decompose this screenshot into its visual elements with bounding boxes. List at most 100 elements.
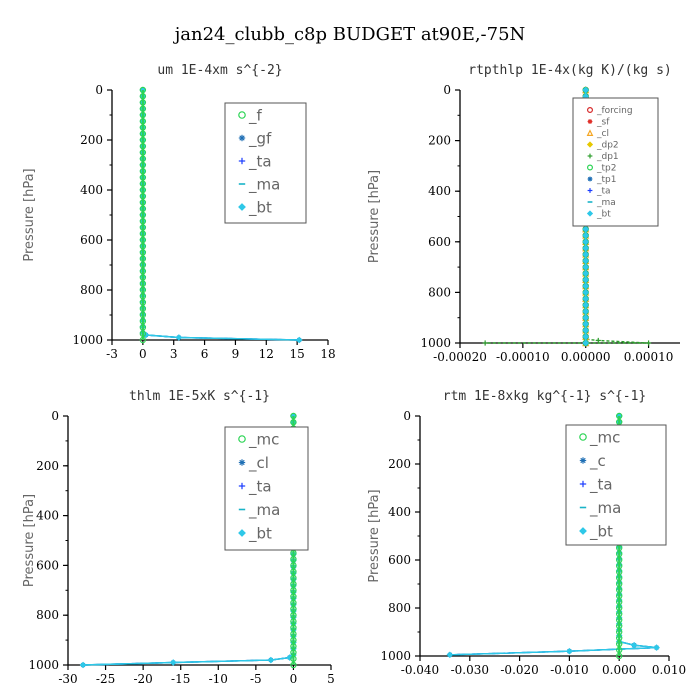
data-point (139, 193, 147, 200)
y-tick-label: 0 (443, 83, 451, 97)
y-tick-label: 600 (428, 235, 451, 249)
data-point (616, 598, 623, 606)
legend-swatch (586, 141, 594, 148)
data-point (139, 324, 147, 331)
legend-item: _ma (238, 501, 280, 520)
legend-item: _ta (238, 152, 272, 171)
legend: _f _gf _ta _ma _bt (224, 102, 307, 224)
data-point (139, 86, 147, 94)
legend-box (572, 97, 659, 227)
y-tick-label: 600 (388, 553, 411, 567)
data-point (139, 186, 147, 194)
data-point (616, 604, 623, 612)
data-point (139, 161, 147, 169)
legend-label: _ma (589, 499, 621, 518)
x-tick-label: -25 (96, 672, 115, 686)
data-point (616, 574, 623, 582)
legend-label: _dp2 (596, 141, 619, 151)
chart-panel-4: rtm 1E-8xkg kg^{-1} s^{-1} Pressure [hPa]… (367, 389, 686, 677)
data-point (139, 293, 147, 300)
legend: _mc _cl _ta _ma _bt (224, 426, 309, 551)
legend-swatch (586, 129, 594, 136)
x-tick-label: 6 (201, 347, 209, 361)
data-point (290, 612, 297, 619)
data-point (175, 334, 183, 341)
data-point (139, 236, 147, 244)
y-tick-label: 400 (36, 509, 59, 523)
panel-title: rtpthlp 1E-4x(kg K)/(kg s) (468, 63, 672, 78)
data-point (139, 93, 147, 100)
data-point (616, 562, 623, 570)
legend-swatch (238, 203, 246, 211)
x-tick-label: 0.00010 (624, 350, 674, 364)
legend-item: _ma (579, 499, 621, 518)
data-point (139, 155, 147, 162)
data-point (139, 218, 147, 225)
data-point (290, 574, 297, 582)
data-point (595, 337, 601, 344)
legend-item: _ta (579, 475, 613, 494)
data-point (582, 333, 590, 340)
legend-item: _forcing (586, 106, 633, 116)
legend-swatch (238, 482, 246, 490)
data-point (582, 244, 590, 252)
data-point (582, 301, 590, 309)
legend-label: _mc (589, 428, 620, 447)
data-point (139, 211, 147, 219)
data-point (290, 599, 297, 606)
legend-swatch (586, 164, 593, 171)
legend-swatch (579, 480, 587, 488)
data-point (630, 641, 638, 649)
data-point (616, 634, 623, 642)
x-tick-label: -20 (133, 672, 152, 686)
data-point (582, 320, 590, 328)
y-axis-label: Pressure [hPa] (22, 168, 37, 261)
data-point (290, 618, 297, 625)
legend-label: _ma (596, 198, 616, 208)
legend-label: _sf (596, 118, 610, 128)
data-point (290, 587, 297, 594)
data-point (139, 149, 147, 156)
data-point (169, 659, 177, 666)
data-point (653, 644, 660, 651)
data-point (139, 205, 147, 212)
legend-label: _mc (248, 430, 279, 449)
data-point (290, 630, 297, 638)
data-point (582, 238, 590, 246)
data-point (290, 643, 297, 650)
data-point (290, 593, 297, 600)
data-point (139, 318, 147, 325)
data-point (582, 314, 590, 322)
legend-swatch (579, 527, 587, 535)
legend-item: _bt (586, 210, 611, 220)
data-point (139, 168, 147, 175)
data-point (616, 592, 623, 600)
data-point (139, 224, 147, 231)
x-tick-label: 3 (170, 347, 178, 361)
legend-swatch (579, 433, 587, 441)
x-tick-label: -0.00010 (496, 350, 550, 364)
data-point (139, 243, 147, 250)
legend-item: _cl (586, 129, 609, 139)
y-tick-label: 1000 (28, 658, 59, 672)
y-tick-label: 0 (95, 83, 103, 97)
y-tick-label: 400 (388, 505, 411, 519)
y-tick-label: 800 (428, 285, 451, 299)
data-point (582, 327, 590, 334)
legend-box (224, 426, 309, 551)
x-tick-label: -0.010 (550, 663, 588, 677)
data-point (290, 562, 297, 569)
y-tick-label: 1000 (380, 649, 411, 663)
data-point (139, 124, 147, 131)
data-point (139, 299, 147, 306)
legend-label: _ta (589, 475, 613, 494)
legend-item: _bt (579, 522, 613, 541)
legend-swatch (586, 210, 594, 217)
legend-swatch (238, 111, 246, 119)
data-point (616, 556, 623, 564)
data-point (582, 257, 590, 265)
legend-swatch (238, 134, 246, 142)
data-point (582, 263, 590, 271)
data-point (295, 336, 303, 344)
